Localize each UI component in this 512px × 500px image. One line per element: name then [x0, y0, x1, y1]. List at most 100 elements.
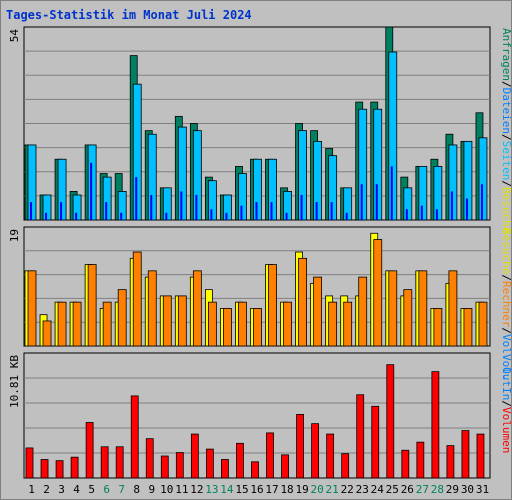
bar-sites — [343, 301, 353, 347]
x-tick-label: 16 — [250, 483, 263, 496]
bar-pages — [150, 194, 153, 220]
x-tick-label: 4 — [73, 483, 80, 496]
bar-pages — [435, 209, 438, 220]
x-tick-label: 17 — [265, 483, 278, 496]
legend-entry: Dateien — [500, 88, 512, 134]
bar-pages — [180, 191, 183, 220]
legend-entry: / — [500, 327, 512, 334]
bar-pages — [390, 166, 393, 220]
x-tick-label: 6 — [103, 483, 110, 496]
bar-sites — [42, 320, 52, 347]
legend-entry: / — [500, 400, 512, 407]
bar-volume — [85, 422, 94, 479]
legend-entry: Besuche — [500, 228, 512, 274]
x-tick-label: 1 — [28, 483, 35, 496]
bar-sites — [418, 270, 428, 347]
y-max-label-3: 10.81 KB — [8, 355, 21, 408]
bar-sites — [147, 270, 157, 347]
x-tick-label: 21 — [326, 483, 339, 496]
x-tick-label: 23 — [356, 483, 369, 496]
x-tick-label: 26 — [401, 483, 414, 496]
bar-pages — [330, 202, 333, 220]
legend-entry: Seiten — [500, 141, 512, 181]
bar-sites — [268, 264, 277, 347]
bar-sites — [177, 295, 187, 347]
bar-pages — [105, 202, 108, 220]
x-tick-label: 14 — [220, 483, 234, 496]
bar-volume — [160, 455, 169, 479]
bar-sites — [313, 276, 323, 347]
bar-sites — [253, 308, 262, 347]
bar-volume — [326, 433, 335, 479]
bar-pages — [60, 202, 63, 220]
x-tick-label: 20 — [311, 483, 324, 496]
legend-entry: Rechner — [500, 281, 512, 328]
bar-pages — [210, 209, 213, 220]
bar-sites — [192, 270, 202, 347]
bar-sites — [403, 289, 413, 347]
bar-volume — [70, 456, 79, 479]
bar-sites — [388, 270, 398, 347]
bar-volume — [431, 371, 440, 479]
x-tick-label: 2 — [43, 483, 50, 496]
bar-pages — [465, 198, 468, 220]
bar-volume — [221, 459, 229, 479]
bar-volume — [371, 405, 380, 479]
x-tick-label: 15 — [235, 483, 248, 496]
bar-sites — [223, 308, 232, 347]
x-tick-label: 30 — [461, 483, 474, 496]
x-tick-label: 10 — [160, 483, 173, 496]
y-max-label-2: 19 — [8, 229, 21, 242]
x-tick-label: 7 — [118, 483, 125, 496]
bar-sites — [207, 301, 217, 347]
x-tick-label: 5 — [88, 483, 95, 496]
side-legend-2: Besuche/Rechner/Vol. Out — [500, 228, 512, 387]
bar-sites — [478, 301, 488, 347]
bar-volume — [236, 442, 244, 479]
bar-sites — [162, 295, 172, 347]
x-tick-label: 19 — [295, 483, 308, 496]
bar-pages — [360, 184, 363, 220]
bar-pages — [45, 212, 48, 220]
bar-sites — [57, 301, 67, 347]
bar-volume — [446, 445, 455, 479]
x-tick-label: 18 — [280, 483, 293, 496]
bar-volume — [55, 460, 64, 479]
bar-volume — [416, 441, 425, 479]
x-tick-label: 11 — [175, 483, 188, 496]
page-title: Tages-Statistik im Monat Juli 2024 — [6, 8, 252, 22]
bar-pages — [255, 202, 258, 220]
x-tick-label: 24 — [371, 483, 385, 496]
bar-volume — [190, 433, 199, 479]
legend-entry: Volumen — [500, 407, 512, 453]
bar-pages — [270, 202, 273, 220]
bar-sites — [358, 276, 368, 347]
bar-sites — [132, 251, 142, 347]
bar-pages — [30, 202, 32, 220]
bar-volume — [115, 446, 124, 479]
bar-volume — [205, 448, 214, 479]
bar-pages — [90, 162, 93, 220]
side-legend-1: Anfragen/Dateien/Seiten/Besuche — [500, 28, 512, 233]
bar-volume — [266, 432, 274, 479]
side-legend-3: Vol. In/Volumen — [500, 354, 512, 453]
bar-volume — [476, 433, 485, 479]
bar-sites — [102, 301, 112, 347]
legend-entry: Besuche — [500, 187, 512, 233]
bar-sites — [72, 301, 82, 347]
bar-pages — [315, 202, 318, 220]
bar-pages — [285, 212, 288, 220]
bar-volume — [100, 446, 109, 479]
legend-entry: / — [500, 134, 512, 141]
bar-pages — [450, 191, 453, 220]
bar-pages — [420, 205, 423, 220]
x-tick-label: 25 — [386, 483, 399, 496]
bar-pages — [240, 205, 243, 220]
bar-pages — [120, 212, 123, 220]
bar-sites — [463, 308, 473, 347]
bar-sites — [298, 257, 307, 347]
bar-pages — [165, 212, 168, 220]
bar-pages — [345, 212, 348, 220]
x-tick-label: 13 — [205, 483, 218, 496]
